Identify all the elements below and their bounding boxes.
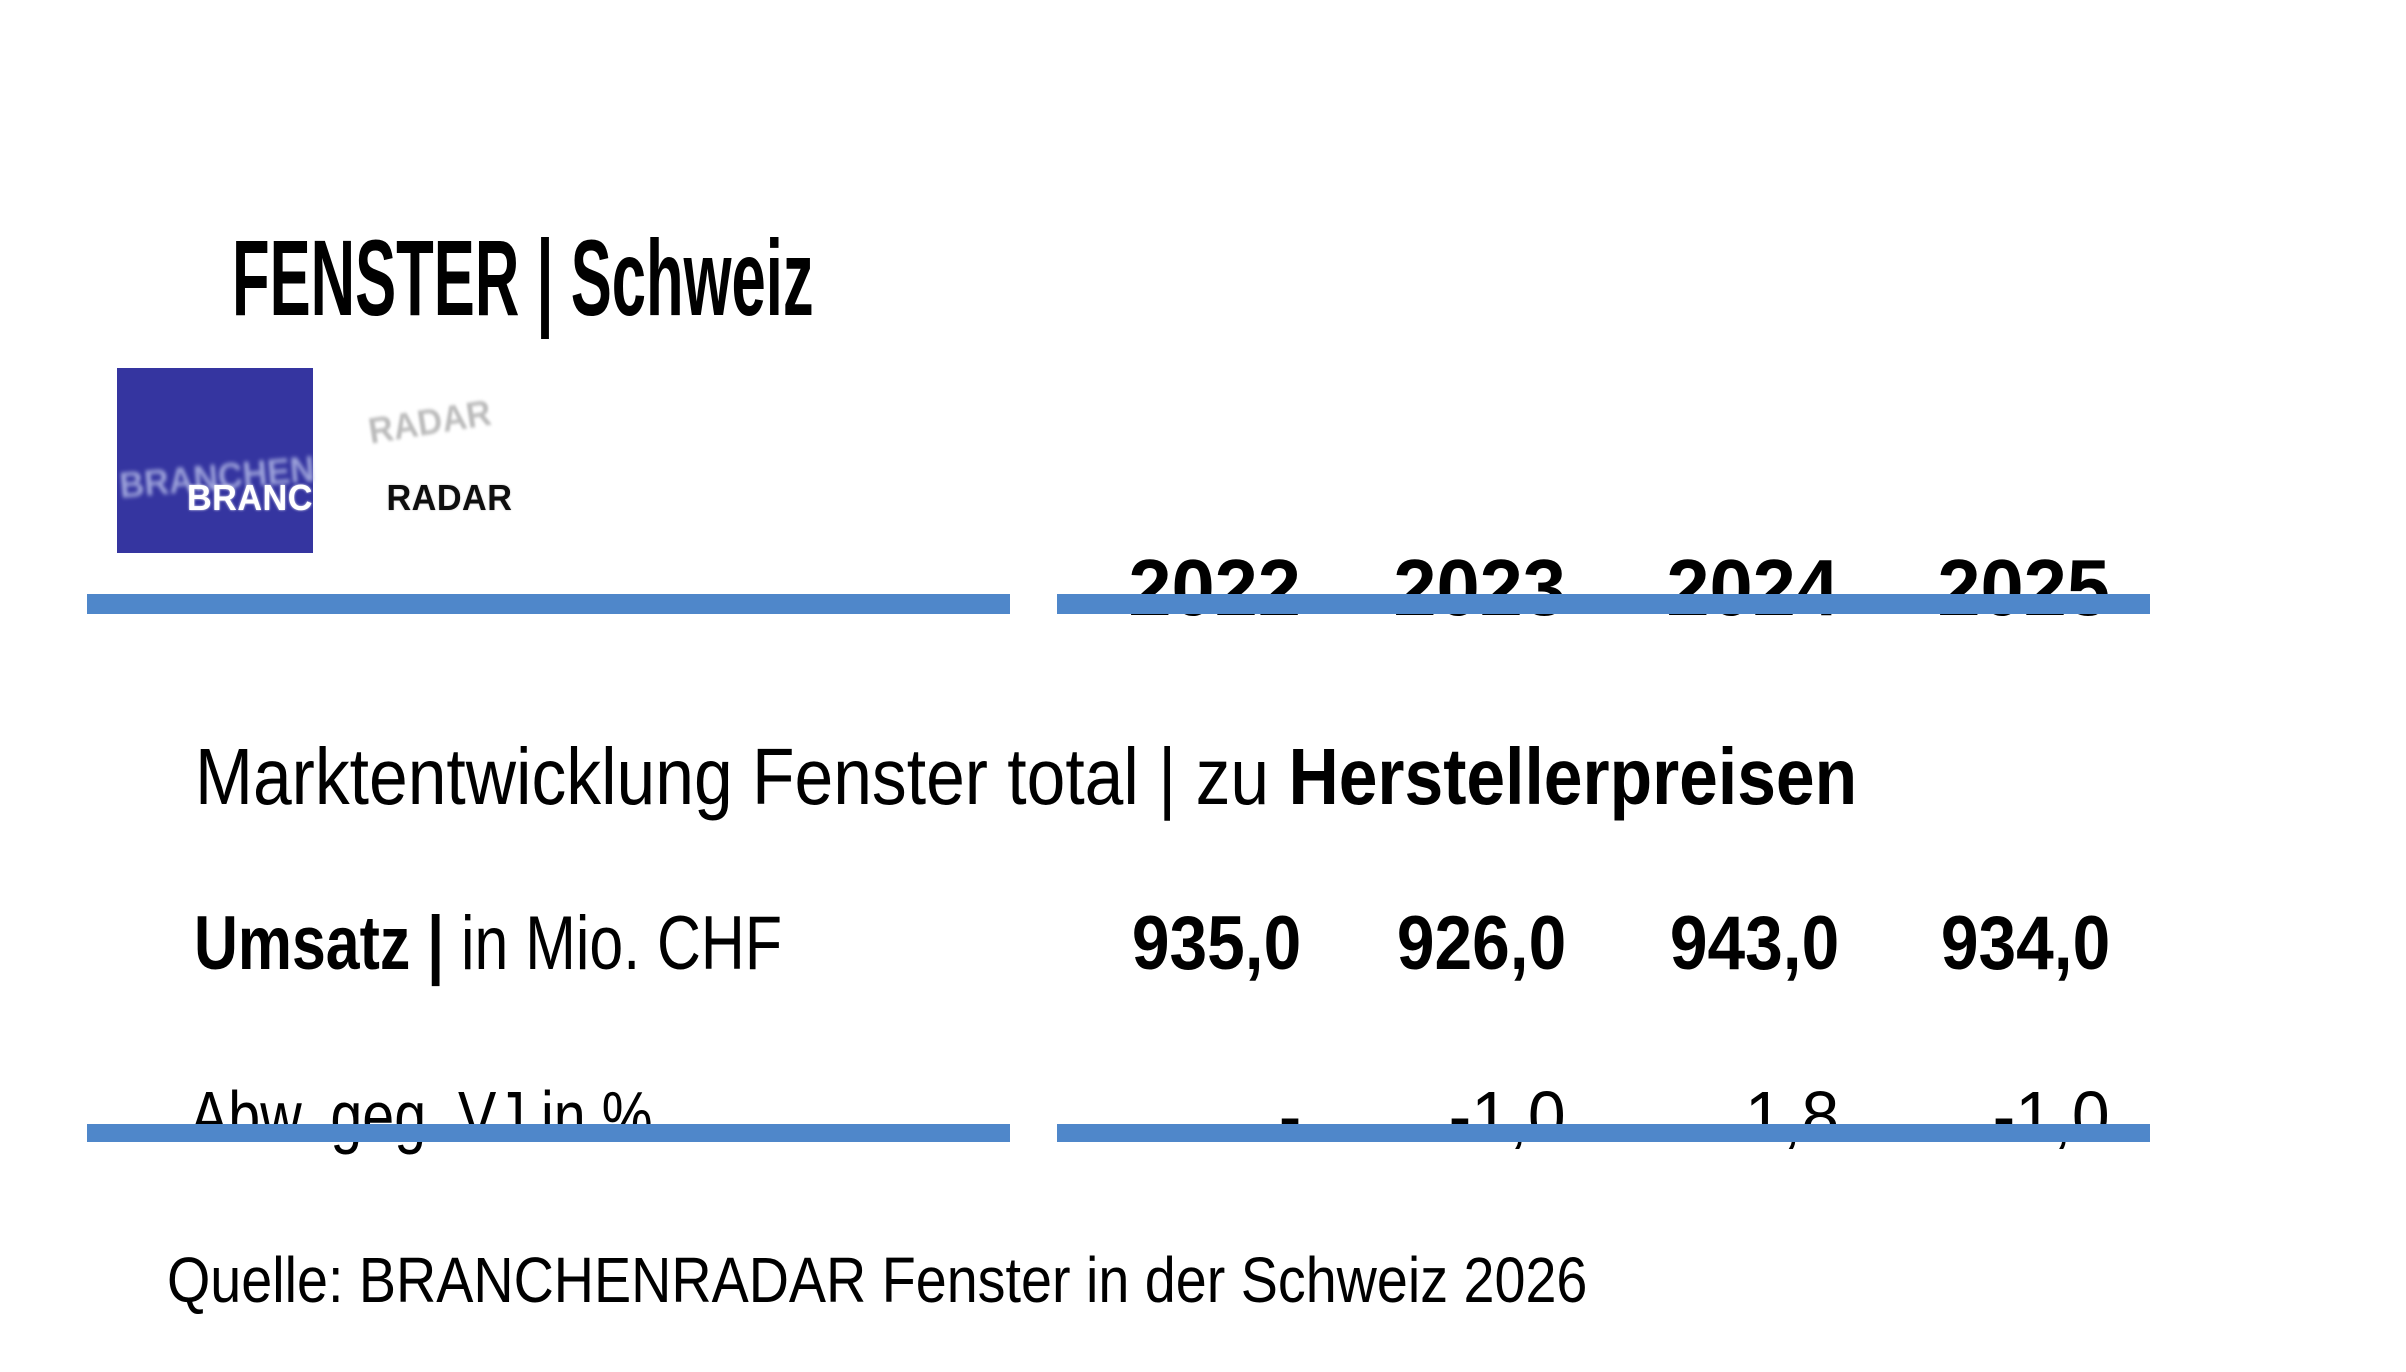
page-title: FENSTER | Schweiz bbox=[112, 116, 1252, 440]
year-header-2023-text: 2023 bbox=[1393, 543, 1566, 632]
bottom-rule-right-segment bbox=[1057, 1124, 2150, 1142]
umsatz-value-2022: 935,0 bbox=[1001, 830, 1301, 1058]
row-label-umsatz-regular: in Mio. CHF bbox=[461, 901, 783, 986]
source-note: Quelle: BRANCHENRADAR Fenster in der Sch… bbox=[96, 1184, 1800, 1372]
logo-text-radar: RADAR bbox=[386, 477, 513, 518]
source-note-text: Quelle: BRANCHENRADAR Fenster in der Sch… bbox=[167, 1244, 1588, 1316]
top-rule-left-segment bbox=[87, 594, 1010, 614]
umsatz-value-2023: 926,0 bbox=[1266, 830, 1566, 1058]
year-header-2025-text: 2025 bbox=[1937, 543, 2110, 632]
year-header-2023: 2023 bbox=[1266, 468, 1566, 708]
umsatz-value-2023-text: 926,0 bbox=[1396, 901, 1566, 986]
row-label-umsatz-bold: Umsatz | bbox=[194, 901, 462, 986]
section-title-regular: Marktentwicklung Fenster total | zu bbox=[194, 732, 1289, 821]
row-label-umsatz: Umsatz | in Mio. CHF bbox=[110, 830, 929, 1058]
year-header-2024-text: 2024 bbox=[1666, 543, 1839, 632]
row-label-umsatz-text: Umsatz | in Mio. CHF bbox=[194, 906, 782, 982]
logo-wordmark-text: BRANCHENRADAR bbox=[187, 480, 512, 516]
logo-square bbox=[117, 368, 313, 553]
section-title-text: Marktentwicklung Fenster total | zu Hers… bbox=[195, 737, 1857, 817]
umsatz-value-2024-text: 943,0 bbox=[1669, 901, 1839, 986]
section-title-bold: Herstellerpreisen bbox=[1288, 732, 1858, 821]
logo-wordmark: BRANCHENRADAR bbox=[124, 444, 530, 552]
year-header-2022-text: 2022 bbox=[1128, 543, 1301, 632]
section-title: Marktentwicklung Fenster total | zu Hers… bbox=[106, 657, 2105, 897]
page-title-text: FENSTER | Schweiz bbox=[232, 217, 814, 338]
umsatz-value-2025: 934,0 bbox=[1810, 830, 2110, 1058]
bottom-rule-left-segment bbox=[87, 1124, 1010, 1142]
top-rule-right-segment bbox=[1057, 594, 2150, 614]
year-header-2025: 2025 bbox=[1810, 468, 2110, 708]
year-header-2024: 2024 bbox=[1539, 468, 1839, 708]
umsatz-value-2022-text: 935,0 bbox=[1131, 901, 1301, 986]
umsatz-value-2025-text: 934,0 bbox=[1940, 901, 2110, 986]
year-header-2022: 2022 bbox=[1001, 468, 1301, 708]
umsatz-value-2024: 943,0 bbox=[1539, 830, 1839, 1058]
abweichung-value-2025: -1,0 bbox=[1810, 1011, 2110, 1221]
logo-text-branchen: BRANCHEN bbox=[187, 477, 387, 518]
